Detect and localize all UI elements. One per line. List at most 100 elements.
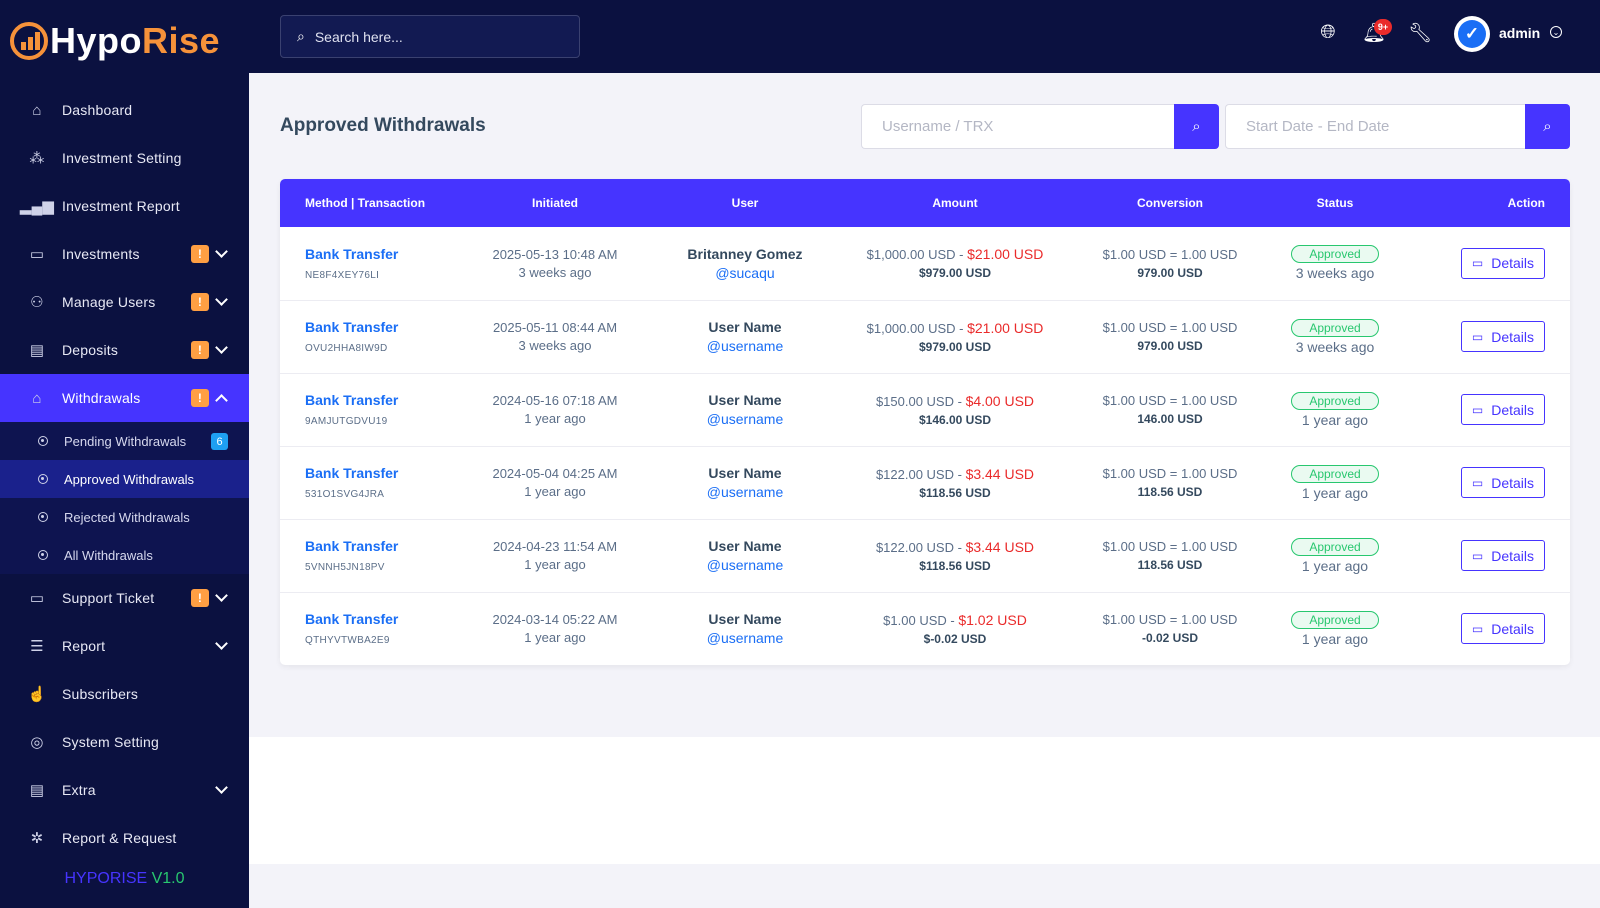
sidebar-item-investment-report[interactable]: ▂▄▆ Investment Report xyxy=(19,198,180,215)
sidebar-item-investments[interactable]: ▭ Investments ! xyxy=(0,230,249,278)
date-range-input[interactable] xyxy=(1225,104,1525,149)
avatar[interactable]: ✓ xyxy=(1454,16,1490,52)
sidebar-subitem-all-withdrawals[interactable]: All Withdrawals xyxy=(0,536,249,574)
wrench-icon[interactable]: 🔧︎ xyxy=(1407,23,1433,44)
date-search-button[interactable]: ⌕ xyxy=(1525,104,1570,149)
amount-value: $122.00 USD - xyxy=(875,539,962,555)
amount-cell: $122.00 USD - $3.44 USD $118.56 USD xyxy=(840,519,1070,592)
method-link[interactable]: Bank Transfer xyxy=(305,392,399,408)
initiated-date: 2025-05-11 08:44 AM xyxy=(492,320,618,335)
status-ago: 1 year ago xyxy=(1301,630,1369,647)
user-cell: User Name @username xyxy=(650,519,840,592)
user-handle-link[interactable]: @username xyxy=(706,484,784,500)
sidebar-item-extra[interactable]: ▤ Extra xyxy=(0,766,249,814)
details-button[interactable]: ▭ Details xyxy=(1460,247,1545,279)
chevron-down-circle-icon[interactable]: ⌄ xyxy=(1550,26,1562,38)
topbar: ⌕ 🌐︎ 🔔︎ 🔧︎ ✓ admin ⌄ xyxy=(249,0,1600,73)
admin-username[interactable]: admin xyxy=(1499,25,1541,41)
status-cell: Approved 3 weeks ago xyxy=(1270,300,1400,373)
desktop-icon: ▭ xyxy=(1471,621,1484,636)
status-ago: 1 year ago xyxy=(1301,411,1369,428)
status-badge: Approved xyxy=(1291,318,1379,337)
amount-value: $150.00 USD - xyxy=(875,393,962,409)
sidebar-item-support-ticket[interactable]: ▭ Support Ticket ! xyxy=(0,574,249,622)
username-trx-input[interactable] xyxy=(861,104,1174,149)
sidebar-item-subscribers[interactable]: ☝ Subscribers xyxy=(27,686,139,703)
user-handle-link[interactable]: @username xyxy=(706,411,784,427)
details-button[interactable]: ▭ Details xyxy=(1460,394,1545,425)
user-fullname: User Name xyxy=(708,319,782,335)
status-ago: 1 year ago xyxy=(1301,484,1369,501)
details-button[interactable]: ▭ Details xyxy=(1460,467,1545,498)
amount-cell: $1,000.00 USD - $21.00 USD $979.00 USD xyxy=(840,300,1070,373)
status-badge: Approved xyxy=(1291,464,1379,483)
details-button[interactable]: ▭ Details xyxy=(1460,321,1545,352)
user-handle-link[interactable]: @username xyxy=(706,338,784,354)
sidebar-subitem-pending-withdrawals[interactable]: Pending Withdrawals 6 xyxy=(0,422,249,460)
sidebar-item-report-request[interactable]: ✲ Report & Request xyxy=(0,814,249,862)
user-handle-link[interactable]: @username xyxy=(706,630,784,647)
sidebar-subitem-rejected-withdrawals[interactable]: Rejected Withdrawals xyxy=(0,498,249,536)
amount-value: $1,000.00 USD - xyxy=(866,320,964,336)
method-link[interactable]: Bank Transfer xyxy=(305,465,399,481)
table-body: Bank Transfer NE8F4XEY76LI 2025-05-13 10… xyxy=(280,227,1570,665)
sidebar-nav: ⌂ Dashboard ⁂ Investment Setting ▂▄▆ Invest… xyxy=(0,86,249,862)
desktop-icon: ▭ xyxy=(1471,329,1484,344)
col-status: Status xyxy=(1316,196,1354,210)
sidebar-item-dashboard[interactable]: ⌂ Dashboard xyxy=(0,86,249,134)
method-link[interactable]: Bank Transfer xyxy=(305,245,399,262)
conversion-cell: $1.00 USD = 1.00 USD 146.00 USD xyxy=(1070,373,1270,446)
details-label: Details xyxy=(1491,328,1534,345)
circle-dot-icon xyxy=(38,512,48,522)
amount-cell: $1,000.00 USD - $21.00 USD $979.00 USD xyxy=(840,227,1070,300)
net-amount: $118.56 USD xyxy=(919,485,991,500)
list-icon: ☰ xyxy=(30,638,44,655)
sidebar-item-system-setting[interactable]: ◎ System Setting xyxy=(0,718,249,766)
transaction-id: OVU2HHA8IW9D xyxy=(305,343,388,354)
brand-logo[interactable]: HypoRise xyxy=(0,0,249,82)
details-button[interactable]: ▭ Details xyxy=(1460,613,1545,645)
method-link[interactable]: Bank Transfer xyxy=(305,319,399,335)
conversion-rate: $1.00 USD = 1.00 USD xyxy=(1102,320,1238,335)
converted-amount: 118.56 USD xyxy=(1137,485,1203,499)
sidebar-item-deposits[interactable]: ▤ Deposits ! xyxy=(0,326,249,374)
initiated-cell: 2024-05-16 07:18 AM 1 year ago xyxy=(460,373,650,446)
method-link[interactable]: Bank Transfer xyxy=(305,611,399,628)
status-cell: Approved 1 year ago xyxy=(1270,519,1400,592)
sidebar-item-report[interactable]: ☰ Report xyxy=(0,622,249,670)
sidebar-item-withdrawals[interactable]: ⌂ Withdrawals ! xyxy=(0,374,249,422)
sidebar: HypoRise ⌂ Dashboard ⁂ Investment Setting … xyxy=(0,0,249,908)
method-link[interactable]: Bank Transfer xyxy=(305,538,399,554)
desktop-icon: ▭ xyxy=(1471,402,1484,417)
search-input[interactable] xyxy=(314,28,555,45)
sidebar-item-manage-users[interactable]: ⚇ Manage Users ! xyxy=(0,278,249,326)
initiated-date: 2024-03-14 05:22 AM xyxy=(492,612,618,628)
col-initiated: Initiated xyxy=(531,196,578,210)
method-cell: Bank Transfer 531O1SVG4JRA xyxy=(280,446,460,519)
ticket-icon: ▭ xyxy=(29,590,45,607)
amount-cell: $1.00 USD - $1.02 USD $-0.02 USD xyxy=(840,592,1070,665)
status-badge: Approved xyxy=(1291,610,1379,629)
user-handle-link[interactable]: @username xyxy=(706,557,784,573)
action-cell: ▭ Details xyxy=(1400,592,1570,665)
conversion-rate: $1.00 USD = 1.00 USD xyxy=(1102,612,1238,628)
details-button[interactable]: ▭ Details xyxy=(1460,540,1545,571)
col-method: Method | Transaction xyxy=(305,196,426,210)
search-icon: ⌕ xyxy=(1192,118,1201,135)
globe-icon[interactable]: 🌐︎ xyxy=(1320,22,1336,43)
charge-value: $21.00 USD xyxy=(967,246,1044,263)
user-search-button[interactable]: ⌕ xyxy=(1174,104,1219,149)
footer-area xyxy=(249,737,1600,864)
sidebar-subitem-approved-withdrawals[interactable]: Approved Withdrawals xyxy=(0,460,249,498)
pending-count-badge: 6 xyxy=(211,433,228,450)
status-badge: Approved xyxy=(1291,537,1379,556)
sidebar-item-investment-setting[interactable]: ⁂ Investment Setting xyxy=(29,150,182,167)
user-fullname: User Name xyxy=(708,392,782,408)
col-amount: Amount xyxy=(932,196,978,210)
user-handle-link[interactable]: @sucaqu xyxy=(715,264,775,281)
initiated-cell: 2024-05-04 04:25 AM 1 year ago xyxy=(460,446,650,519)
method-cell: Bank Transfer QTHYVTWBA2E9 xyxy=(280,592,460,665)
method-cell: Bank Transfer 9AMJUTGDVU19 xyxy=(280,373,460,446)
status-cell: Approved 1 year ago xyxy=(1270,446,1400,519)
file-icon: ▤ xyxy=(29,342,45,359)
